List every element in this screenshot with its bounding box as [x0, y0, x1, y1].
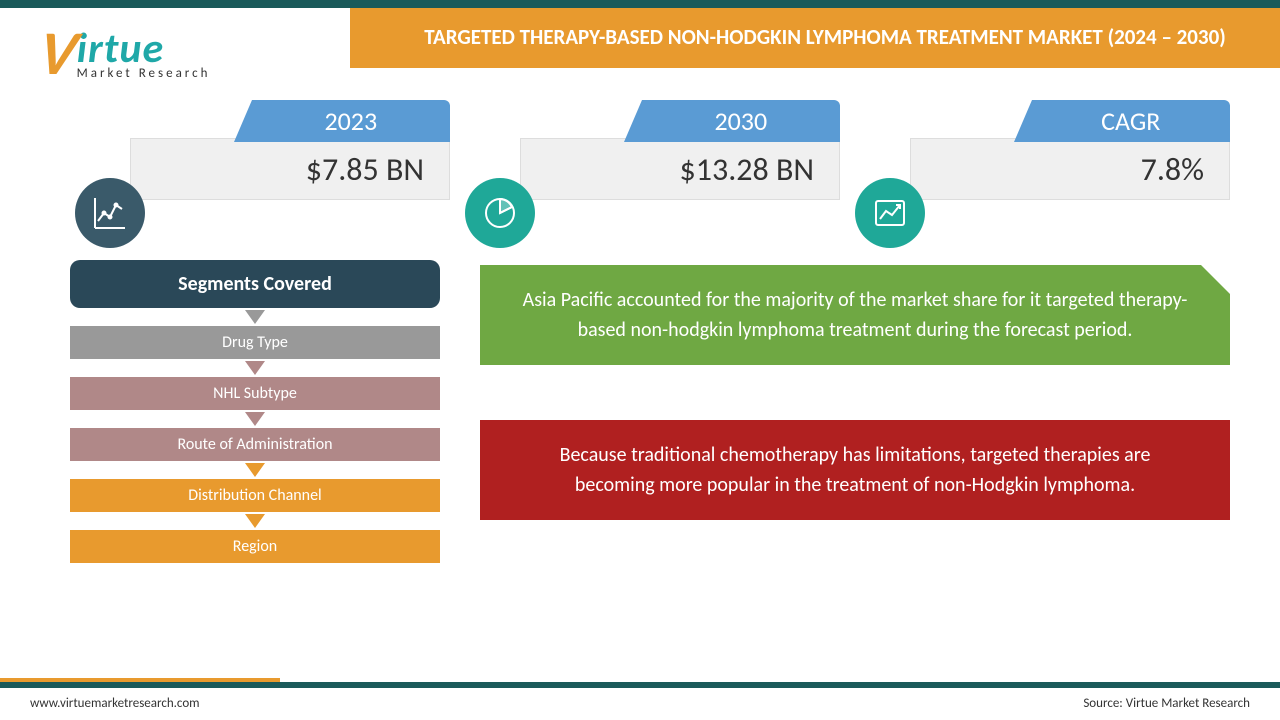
stat-value: 7.8%: [910, 138, 1230, 200]
pie-chart-icon: [465, 178, 535, 248]
footer-url: www.virtuemarketresearch.com: [30, 696, 200, 720]
stat-label: 2030: [642, 100, 840, 142]
stat-value: $7.85 BN: [130, 138, 450, 200]
insight-chemotherapy: Because traditional chemotherapy has lim…: [480, 420, 1230, 520]
trend-chart-icon: [855, 178, 925, 248]
header-chevron-icon: [350, 13, 378, 63]
segment-nhl-subtype: NHL Subtype: [70, 377, 440, 410]
line-chart-icon: [75, 178, 145, 248]
footer: www.virtuemarketresearch.com Source: Vir…: [0, 682, 1280, 720]
segments-panel: Segments Covered Drug Type NHL Subtype R…: [70, 260, 440, 563]
logo-subtitle: Market Research: [77, 66, 211, 81]
stat-card-2023: 2023 $7.85 BN: [130, 108, 450, 200]
stat-label: CAGR: [1032, 100, 1230, 142]
header-banner: TARGETED THERAPY-BASED NON-HODGKIN LYMPH…: [350, 8, 1280, 68]
top-accent-bar: [0, 0, 1280, 8]
segment-distribution: Distribution Channel: [70, 479, 440, 512]
stat-value: $13.28 BN: [520, 138, 840, 200]
segment-drug-type: Drug Type: [70, 326, 440, 359]
stat-card-cagr: CAGR 7.8%: [910, 108, 1230, 200]
stats-row: 2023 $7.85 BN 2030 $13.28 BN CAGR 7.8%: [130, 108, 1230, 200]
stat-label: 2023: [252, 100, 450, 142]
segment-region: Region: [70, 530, 440, 563]
segment-route: Route of Administration: [70, 428, 440, 461]
brand-logo: V irtue Market Research: [40, 15, 320, 85]
footer-source: Source: Virtue Market Research: [1083, 696, 1250, 720]
insight-asia-pacific: Asia Pacific accounted for the majority …: [480, 265, 1230, 365]
segments-header: Segments Covered: [70, 260, 440, 308]
page-title: TARGETED THERAPY-BASED NON-HODGKIN LYMPH…: [424, 24, 1226, 51]
stat-card-2030: 2030 $13.28 BN: [520, 108, 840, 200]
